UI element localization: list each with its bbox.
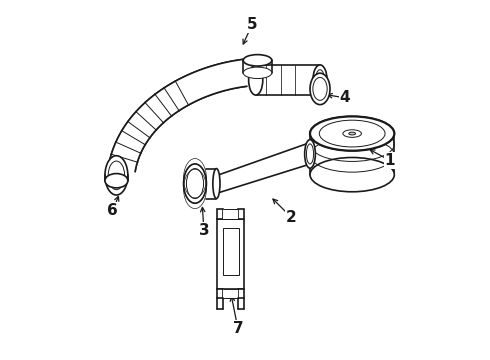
Text: 3: 3 <box>198 222 209 238</box>
Ellipse shape <box>310 157 394 192</box>
Polygon shape <box>256 66 320 94</box>
Text: 6: 6 <box>107 203 118 218</box>
Polygon shape <box>217 289 223 298</box>
Ellipse shape <box>310 116 394 151</box>
Ellipse shape <box>243 67 272 78</box>
Ellipse shape <box>105 174 128 188</box>
Text: 5: 5 <box>247 17 257 32</box>
Ellipse shape <box>305 140 316 168</box>
Ellipse shape <box>310 116 394 151</box>
Polygon shape <box>217 219 245 289</box>
Ellipse shape <box>248 65 263 95</box>
Polygon shape <box>223 289 238 298</box>
Ellipse shape <box>306 144 314 164</box>
Ellipse shape <box>313 65 327 95</box>
Polygon shape <box>238 208 245 219</box>
Polygon shape <box>238 289 245 298</box>
Ellipse shape <box>105 156 128 195</box>
Ellipse shape <box>349 132 356 135</box>
Text: 4: 4 <box>340 90 350 105</box>
Ellipse shape <box>313 77 327 100</box>
Ellipse shape <box>108 161 124 190</box>
Polygon shape <box>108 59 247 172</box>
Ellipse shape <box>184 164 206 203</box>
Ellipse shape <box>343 130 362 137</box>
Text: 2: 2 <box>286 210 297 225</box>
Ellipse shape <box>186 168 203 199</box>
Ellipse shape <box>213 168 220 199</box>
Ellipse shape <box>310 73 330 105</box>
Ellipse shape <box>319 120 385 147</box>
Ellipse shape <box>243 55 272 66</box>
Ellipse shape <box>316 70 324 90</box>
Polygon shape <box>223 208 238 219</box>
Polygon shape <box>217 208 223 219</box>
Text: 7: 7 <box>233 321 243 336</box>
Text: 1: 1 <box>385 153 395 168</box>
Polygon shape <box>220 143 308 193</box>
Polygon shape <box>222 228 239 275</box>
